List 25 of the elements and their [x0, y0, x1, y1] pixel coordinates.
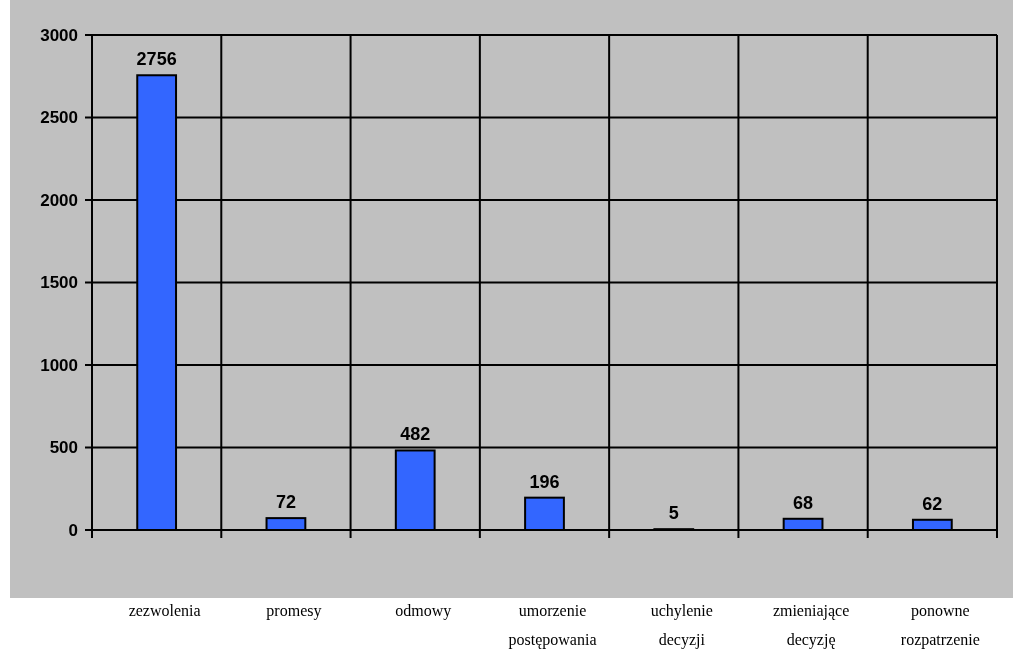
- x-tick-label: zezwolenia: [128, 602, 201, 619]
- y-tick-label: 0: [68, 520, 78, 540]
- x-tick-label: uchylenie decyzji: [650, 602, 713, 649]
- data-label: 2756: [136, 49, 177, 70]
- data-label: 5: [668, 503, 679, 524]
- y-tick-label: 500: [49, 438, 78, 458]
- bar: [265, 517, 307, 531]
- x-tick-label: promesy: [266, 602, 322, 620]
- x-tick-label: umorzenie postępowania: [508, 602, 597, 649]
- data-label: 72: [275, 492, 296, 513]
- x-tick-label: zmieniające decyzję: [772, 602, 850, 649]
- y-tick-label: 3000: [40, 25, 78, 45]
- data-label: 68: [793, 492, 814, 513]
- y-tick-label: 1500: [40, 273, 78, 293]
- data-label: 482: [400, 424, 431, 445]
- y-tick-label: 2000: [40, 190, 78, 210]
- bar: [782, 517, 824, 531]
- bar: [524, 496, 565, 531]
- data-label: 196: [529, 471, 560, 492]
- y-tick-label: 2500: [40, 108, 78, 128]
- data-label: 62: [922, 493, 943, 514]
- x-tick-label: ponowne rozpatrzenie: [900, 602, 980, 649]
- x-tick-label: odmowy: [395, 602, 452, 620]
- y-tick-label: 1000: [40, 355, 78, 375]
- bar: [911, 518, 953, 531]
